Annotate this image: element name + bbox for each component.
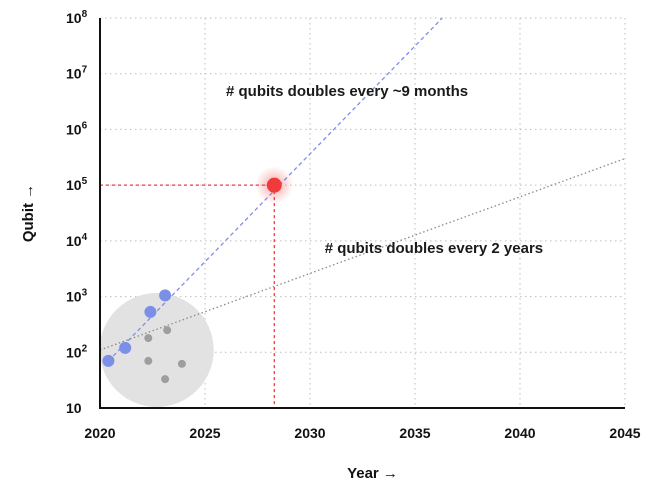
axes xyxy=(99,18,625,409)
data-points xyxy=(102,166,294,384)
tick-labels: 2020 2025 2030 2035 2040 2045 10 102 103 104 105 10… xyxy=(66,9,641,441)
y-tick-label: 108 xyxy=(66,9,88,26)
x-tick-label: 2045 xyxy=(609,425,640,441)
y-tick-label: 104 xyxy=(66,232,88,249)
existing-systems-cluster xyxy=(99,292,214,407)
data-point xyxy=(177,359,186,368)
trend-annotations: # qubits doubles every ~9 months # qubits… xyxy=(226,83,543,257)
highlight-guides xyxy=(100,184,275,408)
y-tick-label: 106 xyxy=(66,120,88,137)
x-tick-label: 2040 xyxy=(504,425,535,441)
y-tick-label: 10 xyxy=(66,400,82,416)
data-point xyxy=(144,305,157,318)
cluster-region xyxy=(99,292,214,407)
x-tick-label: 2020 xyxy=(84,425,115,441)
data-point xyxy=(119,341,132,354)
data-point xyxy=(102,354,115,367)
y-tick-label: 102 xyxy=(66,343,88,360)
data-point xyxy=(159,289,172,302)
trend-annotation: # qubits doubles every ~9 months xyxy=(226,83,468,100)
data-point xyxy=(161,375,170,384)
data-point xyxy=(144,334,153,343)
y-tick-label: 103 xyxy=(66,288,88,305)
trend-annotation: # qubits doubles every 2 years xyxy=(325,240,543,257)
y-tick-label: 107 xyxy=(66,65,88,82)
x-axis-label: Year → xyxy=(347,465,398,482)
trend-line xyxy=(99,157,626,351)
highlight-point xyxy=(266,177,282,193)
y-tick-label: 105 xyxy=(66,176,88,193)
x-tick-label: 2025 xyxy=(189,425,220,441)
y-axis-label: Qubit → xyxy=(20,184,37,242)
data-point xyxy=(144,356,153,365)
x-tick-label: 2035 xyxy=(399,425,430,441)
x-tick-label: 2030 xyxy=(294,425,325,441)
data-point xyxy=(163,326,172,335)
